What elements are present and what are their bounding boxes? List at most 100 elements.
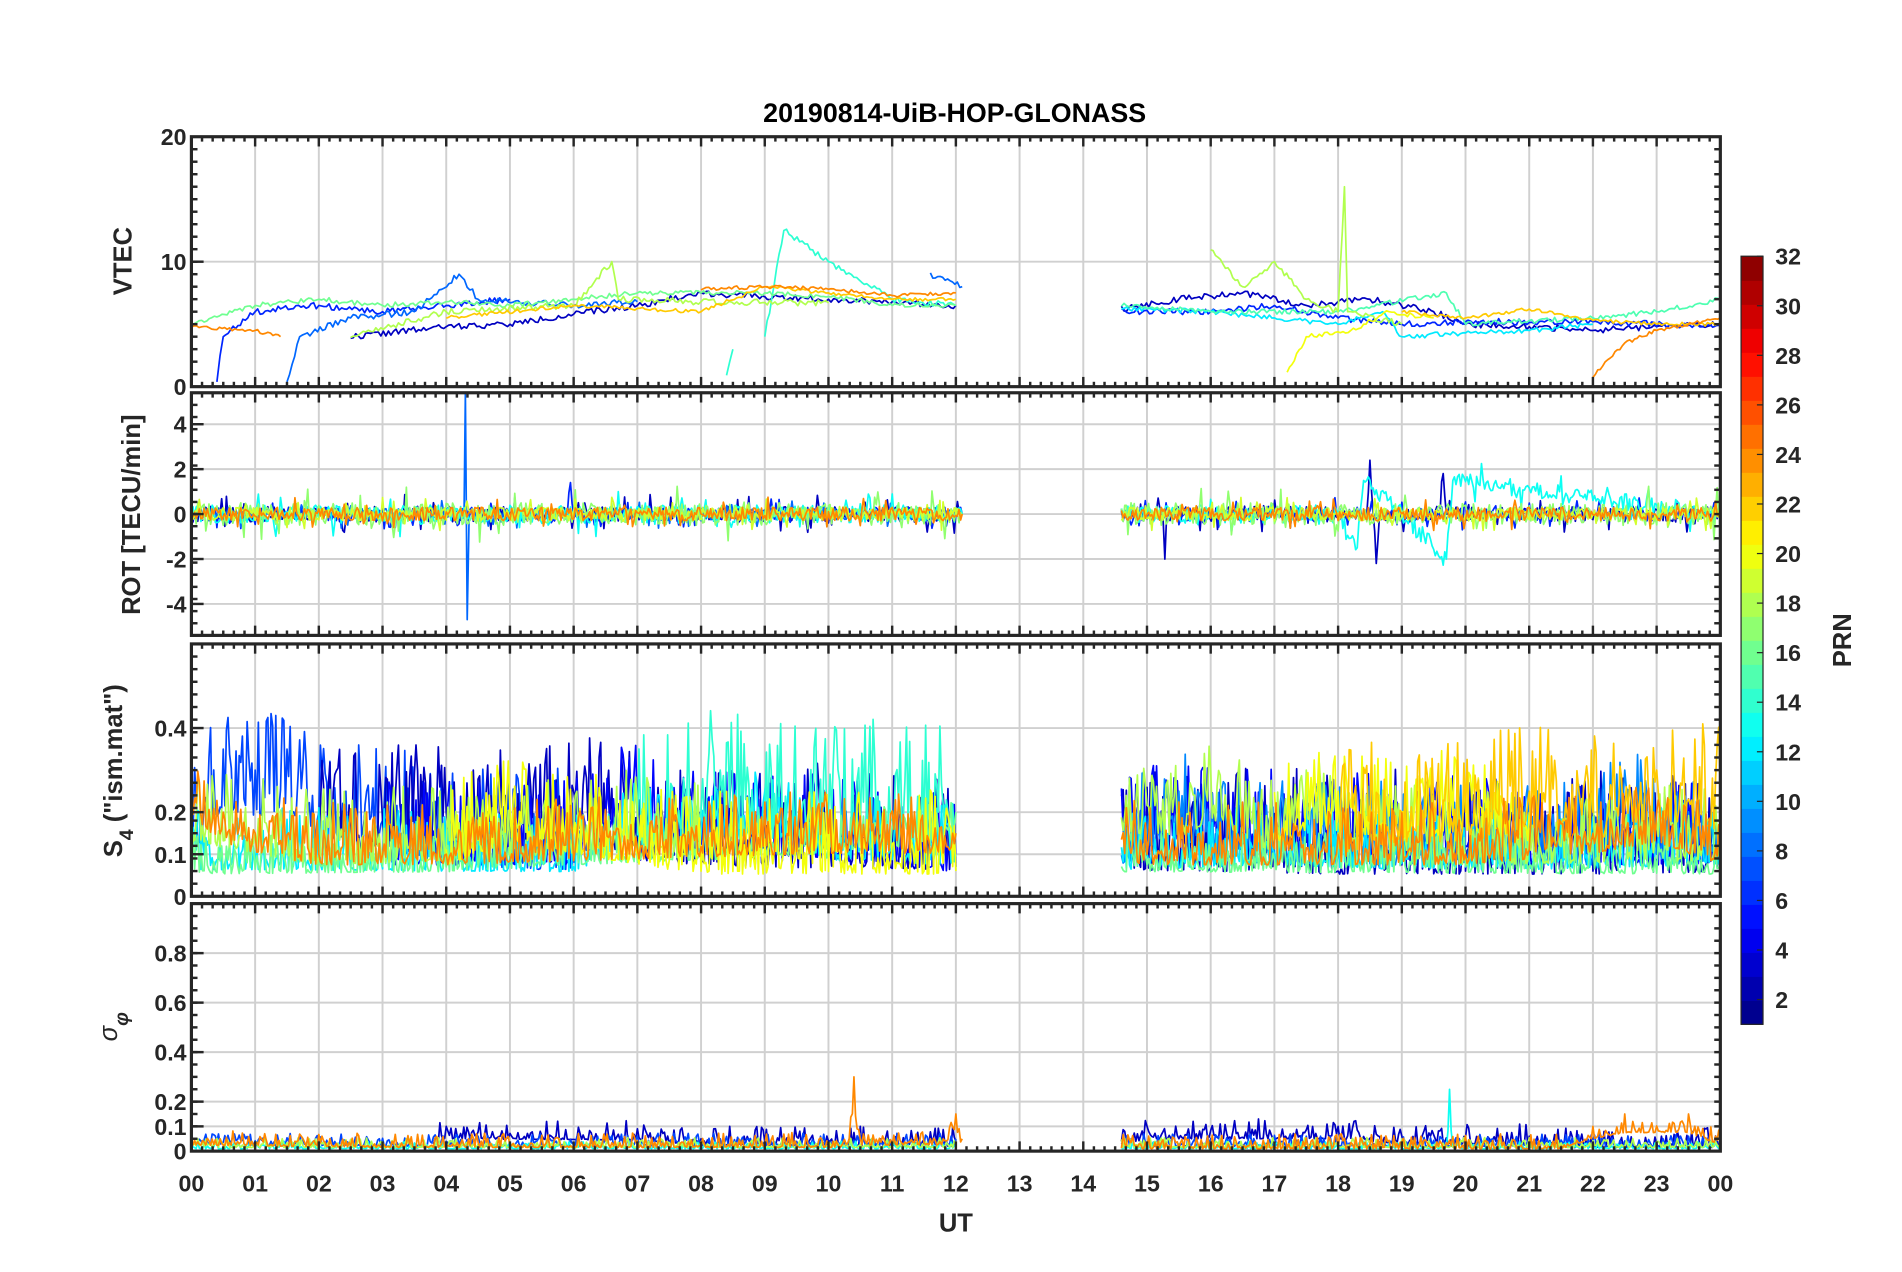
x-tick-label: 00 (1707, 1170, 1733, 1196)
colorbar-band (1741, 784, 1764, 809)
colorbar-band (1741, 568, 1764, 593)
series-line-prn-3 (1120, 290, 1721, 334)
y-tick-label: 0 (174, 374, 187, 400)
colorbar-band (1741, 736, 1764, 761)
series-line-prn-8 (929, 272, 963, 289)
series-line-prn-14 (763, 228, 957, 337)
series-line-prn-18 (1210, 185, 1403, 326)
series-group (191, 185, 1721, 383)
series-line-prn-20 (1286, 309, 1434, 373)
series-line-prn-15 (1120, 290, 1721, 327)
colorbar-band (1741, 400, 1764, 425)
colorbar-tick-label: 16 (1775, 640, 1801, 666)
series-line-prn-18 (350, 260, 830, 339)
series-line-prn-24 (191, 496, 964, 529)
colorbar-band (1741, 976, 1764, 1001)
colorbar-tick-label: 12 (1775, 739, 1801, 765)
y-tick-label: 0.6 (154, 990, 186, 1016)
series-line-prn-18 (191, 769, 702, 865)
x-tick-label: 07 (624, 1170, 650, 1196)
colorbar-band (1741, 328, 1764, 353)
colorbar-band (1741, 712, 1764, 737)
colorbar-tick-label: 4 (1775, 938, 1788, 964)
y-label-rest: ("ism.mat") (100, 684, 128, 829)
colorbar-band (1741, 928, 1764, 953)
panel-sigma-phi: 00.10.2 0.4 0.6 0.8 σφ (95, 902, 1722, 1165)
series-line-prn-24 (191, 1076, 963, 1149)
colorbar-tick-label: 2 (1775, 987, 1788, 1013)
x-tick-label: 22 (1580, 1170, 1606, 1196)
x-tick-label: 03 (370, 1170, 396, 1196)
y-tick-label: 4 (174, 412, 187, 438)
colorbar-tick-label: 24 (1775, 442, 1801, 468)
colorbar-band (1741, 376, 1764, 401)
colorbar-tick-label: 18 (1775, 591, 1801, 617)
x-tick-label: 15 (1134, 1170, 1160, 1196)
colorbar-band (1741, 448, 1764, 473)
colorbar-band (1741, 760, 1764, 785)
chart-title: 20190814-UiB-HOP-GLONASS (763, 98, 1146, 128)
colorbar-band (1741, 424, 1764, 449)
series-line-prn-24 (1120, 1113, 1721, 1150)
colorbar-band (1741, 808, 1764, 833)
axes-box (189, 642, 1722, 898)
y-tick-label: 0 (174, 1139, 187, 1165)
x-tick-label: 00 (179, 1170, 205, 1196)
colorbar-band (1741, 664, 1764, 689)
y-label-main: S (100, 840, 128, 857)
x-tick-label: 14 (1070, 1170, 1096, 1196)
y-tick-label: 20 (161, 124, 187, 150)
y-tick-label: 0 (174, 502, 187, 528)
y-tick-label: 0.8 (154, 941, 186, 967)
panel-vtec: 0 10 20 VTEC (110, 124, 1722, 400)
colorbar-band (1741, 832, 1764, 857)
colorbar-band (1741, 856, 1764, 881)
colorbar-band (1741, 544, 1764, 569)
colorbar-band (1741, 280, 1764, 305)
x-tick-label: 18 (1325, 1170, 1351, 1196)
y-tick-label: 0 (174, 884, 187, 910)
x-tick-label: 12 (943, 1170, 969, 1196)
colorbar-band (1741, 904, 1764, 929)
colorbar-tick-label: 10 (1775, 789, 1801, 815)
x-tick-label: 11 (880, 1170, 905, 1196)
x-tick-label: 19 (1389, 1170, 1415, 1196)
colorbar-tick-label: 30 (1775, 293, 1801, 319)
y-label-subscript: 4 (116, 829, 138, 840)
colorbar-frame (1740, 255, 1764, 1025)
colorbar-tick-label: 22 (1775, 492, 1801, 518)
colorbar-band (1741, 1000, 1764, 1025)
colorbar-label: PRN (1829, 613, 1857, 667)
colorbar-band (1741, 256, 1764, 281)
x-tick-labels: 00 01 02 03 04 05 06 07 08 09 10 11 12 13 14 15 16 17 18 19… (179, 1170, 1734, 1196)
colorbar-band (1741, 640, 1764, 665)
x-tick-label: 23 (1644, 1170, 1670, 1196)
colorbar-tick-label: 14 (1775, 690, 1801, 716)
colorbar-tick-label: 26 (1775, 392, 1801, 418)
y-axis-label: ROT [TECU/min] (118, 414, 146, 614)
x-tick-label: 01 (242, 1170, 268, 1196)
series-line-prn-8 (286, 273, 638, 383)
colorbar-band (1741, 304, 1764, 329)
series-line-prn-24 (1120, 786, 1721, 866)
series-line-prn-24 (1120, 498, 1721, 532)
x-tick-label: 08 (688, 1170, 714, 1196)
colorbar-band (1741, 880, 1764, 905)
colorbar-tick-label: 6 (1775, 888, 1788, 914)
axes-box (189, 135, 1722, 389)
series-line-prn-24 (191, 770, 957, 866)
x-tick-label: 02 (306, 1170, 332, 1196)
axes-box (189, 391, 1722, 637)
series-line-prn-22 (445, 285, 957, 320)
colorbar-tick-label: 8 (1775, 838, 1788, 864)
y-axis-label: σφ (95, 1012, 133, 1041)
colorbar-band (1741, 352, 1764, 377)
colorbar-tick-label: 28 (1775, 343, 1801, 369)
series-group (191, 709, 1721, 875)
colorbar-band (1741, 616, 1764, 641)
y-tick-label: 2 (174, 457, 187, 483)
y-label-subscript: φ (111, 1012, 133, 1026)
x-tick-label: 04 (433, 1170, 459, 1196)
